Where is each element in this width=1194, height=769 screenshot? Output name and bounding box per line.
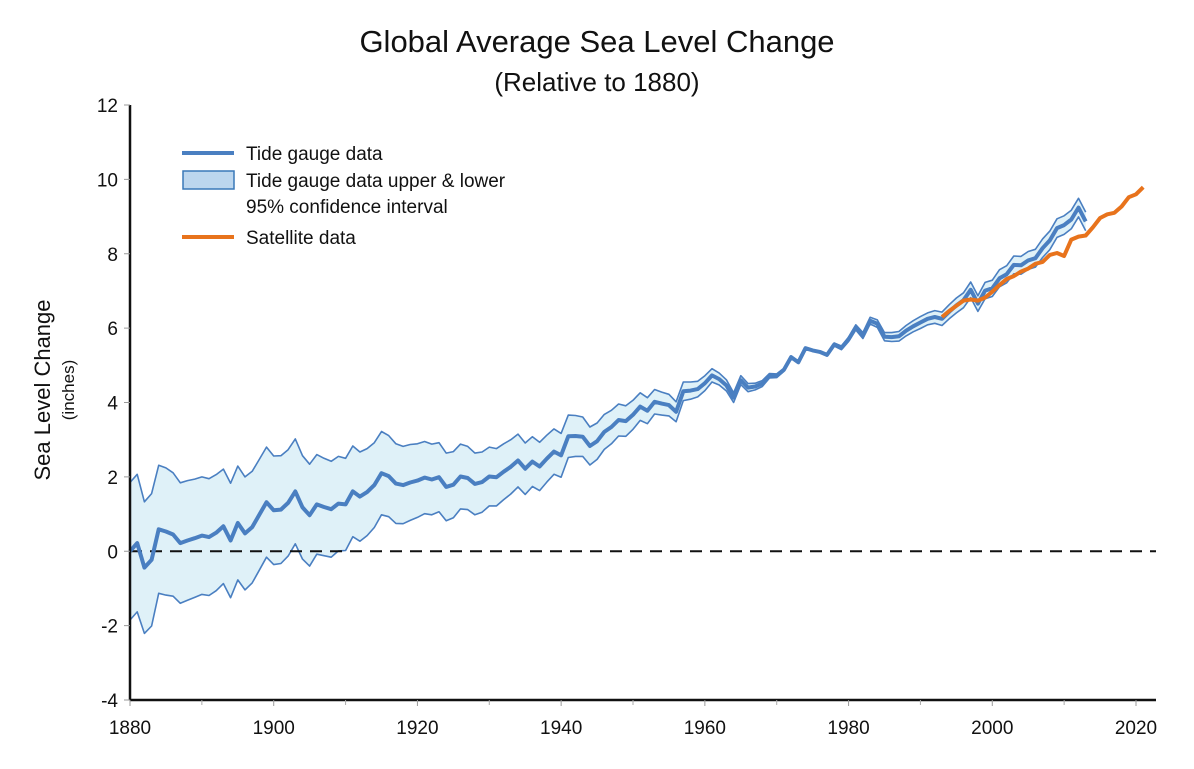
- confidence-upper-line: [129, 216, 1087, 503]
- x-tick-label: 1940: [540, 718, 582, 739]
- x-tick-label: 1920: [396, 718, 438, 739]
- legend-tide-label: Tide gauge data: [246, 144, 383, 165]
- x-tick-label: 2000: [971, 718, 1013, 739]
- y-tick-label: -2: [101, 617, 118, 638]
- legend-band-label-line2: 95% confidence interval: [246, 197, 448, 218]
- y-tick-label: 8: [107, 245, 118, 266]
- legend-band-swatch: [182, 170, 235, 190]
- y-axis-units: (inches): [59, 360, 78, 420]
- tick-labels: -4 -2 0 2 4 6 8 10 12 1880 1900 1920 1940 1960 1980 200…: [97, 96, 1157, 739]
- y-tick-label: 6: [107, 319, 118, 340]
- chart-title: Global Average Sea Level Change: [359, 24, 834, 59]
- y-tick-label: 2: [107, 468, 118, 489]
- x-tick-label: 1900: [253, 718, 295, 739]
- axes: [124, 104, 1156, 706]
- y-tick-label: 12: [97, 96, 118, 117]
- tide-gauge-line: [128, 205, 1088, 570]
- x-tick-label: 2020: [1115, 718, 1157, 739]
- legend-satellite-label: Satellite data: [246, 228, 356, 249]
- confidence-lower-line: [129, 197, 1087, 635]
- legend-band-label: Tide gauge data upper & lower: [246, 171, 506, 192]
- legend: Tide gauge data Tide gauge data upper & …: [182, 144, 506, 249]
- x-tick-label: 1960: [684, 718, 726, 739]
- x-tick-label: 1980: [827, 718, 869, 739]
- y-tick-label: -4: [101, 691, 118, 712]
- y-axis-label: Sea Level Change: [30, 299, 55, 480]
- y-tick-label: 10: [97, 170, 118, 191]
- satellite-line: [940, 185, 1145, 319]
- x-tick-label: 1880: [109, 718, 151, 739]
- y-tick-label: 0: [107, 542, 118, 563]
- y-tick-label: 4: [107, 394, 118, 415]
- plot-area: [128, 185, 1156, 635]
- confidence-band: [130, 198, 1086, 634]
- chart-subtitle: (Relative to 1880): [494, 67, 699, 97]
